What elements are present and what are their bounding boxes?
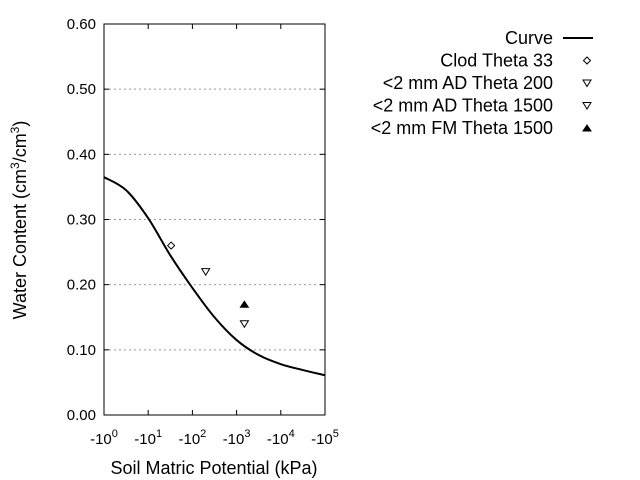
x-tick-label: -104 [267, 428, 295, 448]
x-tick-label: -102 [178, 428, 206, 448]
y-tick-label: 0.10 [67, 342, 96, 359]
x-axis-ticks: -100 -101 -102 -103 -104 -105 [90, 24, 339, 448]
y-tick-label: 0.00 [67, 407, 96, 424]
y-tick-label: 0.40 [67, 146, 96, 163]
y-axis-label: Water Content (cm3/cm3) [8, 121, 30, 320]
gridlines [104, 88, 325, 351]
plot-frame [103, 23, 326, 416]
y-axis-ticks: 0.00 0.10 0.20 0.30 0.40 0.50 0.60 [67, 16, 325, 424]
curve-line [103, 176, 326, 377]
y-tick-label: 0.30 [67, 212, 96, 229]
legend-marker-swatch [582, 56, 592, 65]
legend-label: Clod Theta 33 [440, 51, 553, 71]
legend-label: <2 mm AD Theta 200 [383, 73, 553, 93]
legend-label: <2 mm AD Theta 1500 [373, 96, 553, 116]
legend-label: Curve [505, 28, 553, 48]
x-tick-label: -101 [134, 428, 162, 448]
data-point-triangle-up-filled [239, 300, 250, 308]
legend-marker-swatch [582, 102, 592, 110]
x-tick-label: -100 [90, 428, 118, 448]
x-axis-label: Soil Matric Potential (kPa) [110, 458, 317, 478]
x-tick-label: -103 [223, 428, 251, 448]
data-point-triangle-down-open [239, 320, 250, 329]
legend-label: <2 mm FM Theta 1500 [371, 118, 553, 138]
y-tick-label: 0.60 [67, 16, 96, 33]
data-point-triangle-down-open [200, 268, 211, 277]
data-point-diamond-open [166, 241, 176, 250]
y-tick-label: 0.20 [67, 277, 96, 294]
legend-marker-swatch [582, 124, 592, 132]
x-tick-label: -105 [311, 428, 339, 448]
legend: Curve Clod Theta 33<2 mm AD Theta 200 <2 m… [371, 28, 593, 138]
series-layer [103, 176, 326, 377]
y-tick-label: 0.50 [67, 81, 96, 98]
legend-marker-swatch [582, 79, 592, 88]
